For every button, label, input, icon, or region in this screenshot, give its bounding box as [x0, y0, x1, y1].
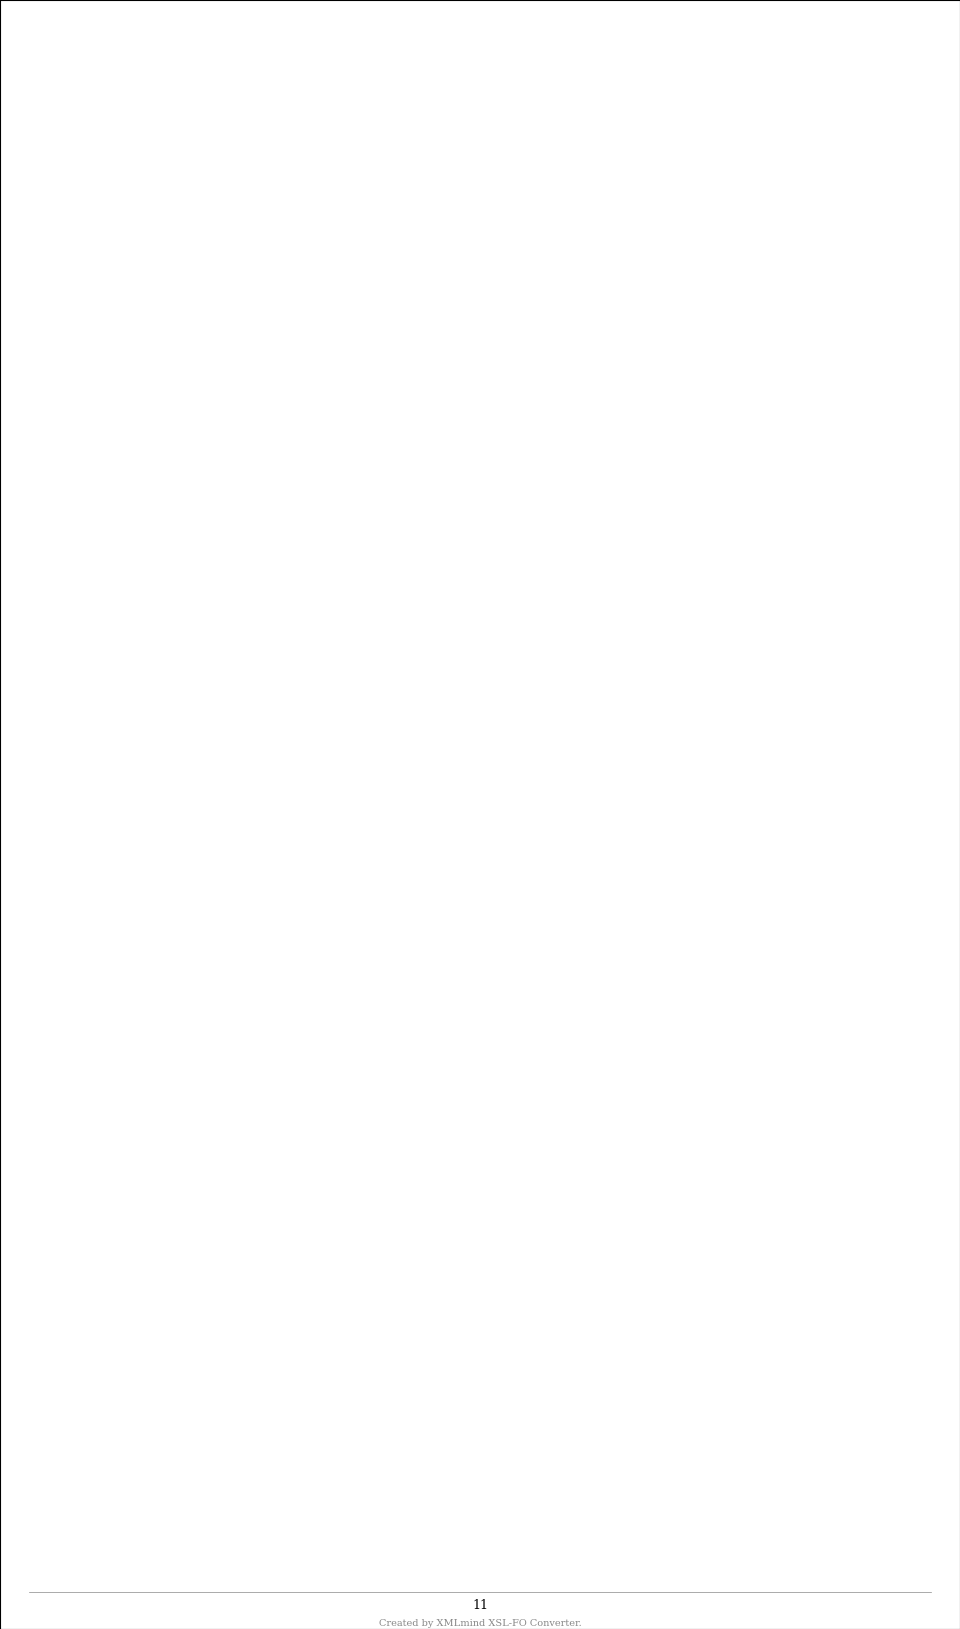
Text: Európában 2000-ben kb. 380 E t égésgátlót használtak fel 275 M euró értékben. Eb: Európában 2000-ben kb. 380 E t égésgátló…: [50, 940, 730, 989]
Text: 11: 11: [472, 1600, 488, 1613]
Text: Az égésgátolt hőre lágyuló műanyagokat főként a villamos-, jármű-, az építő- és : Az égésgátolt hőre lágyuló műanyagokat f…: [50, 1152, 737, 1253]
Text: Created by XMLmind XSL-FO Converter.: Created by XMLmind XSL-FO Converter.: [378, 1619, 582, 1627]
Text: 2.7. Az égésgátlók piaca: 2.7. Az égésgátlók piaca: [50, 702, 249, 717]
X-axis label: % Mg(OH)₂: % Mg(OH)₂: [433, 549, 507, 562]
Text: A hőre lágyuló műanyagokban gyakran alkalmaznak füstcsökkentő adalékokat a füstk: A hőre lágyuló műanyagokban gyakran alka…: [50, 547, 725, 648]
Text: ÉGÉSGÁTLÓK [1-3,6-9]: ÉGÉSGÁTLÓK [1-3,6-9]: [397, 5, 563, 21]
Legend: 5% Sb₂O₃, No Sb₂O₃: 5% Sb₂O₃, No Sb₂O₃: [765, 75, 856, 122]
Text: Az égésgátlók piacát nem csak az éghetőségi előírások, hanem a felhasznált műany: Az égésgátlók piacát nem csak az éghetős…: [50, 741, 725, 842]
Text: 3. Az égésgátolt hőre lágyuló műanyagok alkalmazási
területei: 3. Az égésgátolt hőre lágyuló műanyagok …: [50, 1038, 635, 1078]
Y-axis label: Oxigén index  (%): Oxigén index (%): [32, 244, 45, 350]
